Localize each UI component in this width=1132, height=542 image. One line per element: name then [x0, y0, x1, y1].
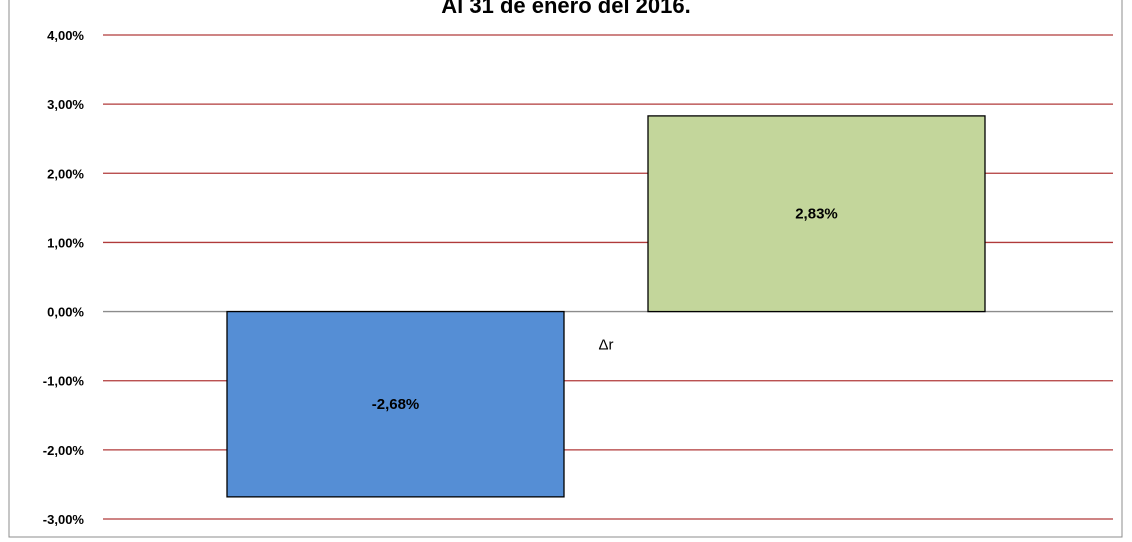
chart-border [8, 0, 1123, 538]
y-tick-label: 3,00% [47, 97, 84, 112]
y-tick-label: -2,00% [43, 443, 85, 458]
y-tick-label: -1,00% [43, 374, 85, 389]
y-tick-label: 0,00% [47, 305, 84, 320]
y-tick-label: 1,00% [47, 235, 84, 250]
value-label: -2,68% [372, 396, 420, 413]
bar [647, 115, 986, 313]
y-tick-label: 2,00% [47, 166, 84, 181]
chart-title: Al 31 de enero del 2016. [441, 0, 690, 18]
bar [226, 310, 565, 498]
y-tick-label: -3,00% [43, 512, 85, 527]
y-tick-label: 4,00% [47, 28, 84, 43]
value-label: 2,83% [795, 206, 838, 223]
x-tick-label: Δr [598, 337, 613, 354]
